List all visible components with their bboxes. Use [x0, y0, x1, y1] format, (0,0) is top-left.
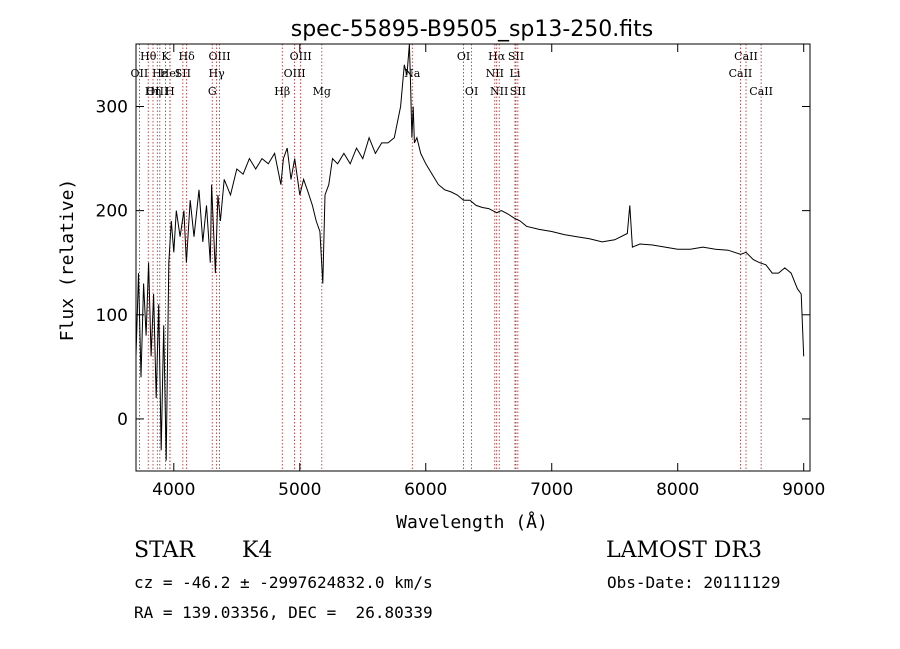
line-marker-label-25: SII	[510, 85, 526, 98]
line-marker-label-11: Hγ	[209, 67, 226, 80]
line-marker-label-17: Na	[404, 67, 421, 80]
redshift-cz: cz = -46.2 ± -2997624832.0 km/s	[134, 573, 433, 592]
line-marker-label-20: Hα	[488, 50, 506, 63]
x-axis-label: Wavelength (Å)	[396, 511, 548, 533]
line-marker-label-10: OIII	[208, 50, 230, 63]
chart-title: spec-55895-B9505_sp13-250.fits	[291, 17, 654, 42]
x-tick-label-0: 4000	[152, 480, 195, 500]
line-marker-label-3: Hε	[152, 67, 168, 80]
line-marker-label-9: Hδ	[179, 50, 196, 63]
line-marker-label-19: OI	[465, 85, 478, 98]
coordinates: RA = 139.03356, DEC = 26.80339	[134, 603, 433, 622]
line-marker-label-6: H	[165, 85, 175, 98]
line-marker-label-8: SII	[175, 67, 191, 80]
y-axis: 0 100 200 300	[96, 97, 810, 430]
line-marker-label-26: CaII	[734, 50, 758, 63]
line-marker-label-24: Li	[510, 67, 521, 80]
line-marker-label-22: NII	[490, 85, 508, 98]
y-tick-label-0: 0	[117, 410, 128, 430]
line-marker-label-7: HeI	[160, 67, 180, 80]
line-marker-label-2: OIII	[146, 85, 168, 98]
observation-date: Obs-Date: 20111129	[607, 573, 781, 592]
spectrum-series	[135, 43, 805, 461]
y-tick-label-2: 200	[96, 202, 128, 222]
line-marker-label-0: Hθ	[140, 50, 157, 63]
y-tick-label-3: 300	[96, 97, 128, 117]
x-tick-label-2: 6000	[404, 480, 447, 500]
object-class: STAR	[134, 538, 195, 563]
line-marker-label-16: Mg	[313, 85, 331, 98]
line-marker-label-21: NII	[486, 67, 504, 80]
line-marker-label-13: Hβ	[274, 85, 290, 98]
line-marker-label-27: CaII	[729, 67, 753, 80]
line-marker-label-4: Hη	[145, 85, 161, 98]
x-tick-label-1: 5000	[278, 480, 321, 500]
x-axis: 4000 5000 6000 7000 8000 9000	[152, 44, 825, 500]
line-marker-label-23: SII	[508, 50, 524, 63]
plot-frame	[135, 43, 811, 472]
line-marker-label-18: OI	[457, 50, 470, 63]
line-marker-label-14: OIII	[290, 50, 312, 63]
line-marker-label-1: OII	[131, 67, 149, 80]
spectrum-line-0	[135, 43, 805, 461]
line-marker-label-15: OIII	[284, 67, 306, 80]
x-tick-label-3: 7000	[530, 480, 573, 500]
line-marker-label-28: CaII	[749, 85, 773, 98]
x-tick-label-4: 8000	[656, 480, 699, 500]
object-subclass: K4	[242, 538, 273, 563]
line-marker-label-5: K	[161, 50, 170, 63]
y-tick-label-1: 100	[96, 306, 128, 326]
x-tick-label-5: 9000	[782, 480, 825, 500]
survey-name: LAMOST DR3	[606, 538, 762, 563]
y-axis-label: Flux (relative)	[57, 179, 78, 342]
line-marker-label-12: G	[208, 85, 217, 98]
